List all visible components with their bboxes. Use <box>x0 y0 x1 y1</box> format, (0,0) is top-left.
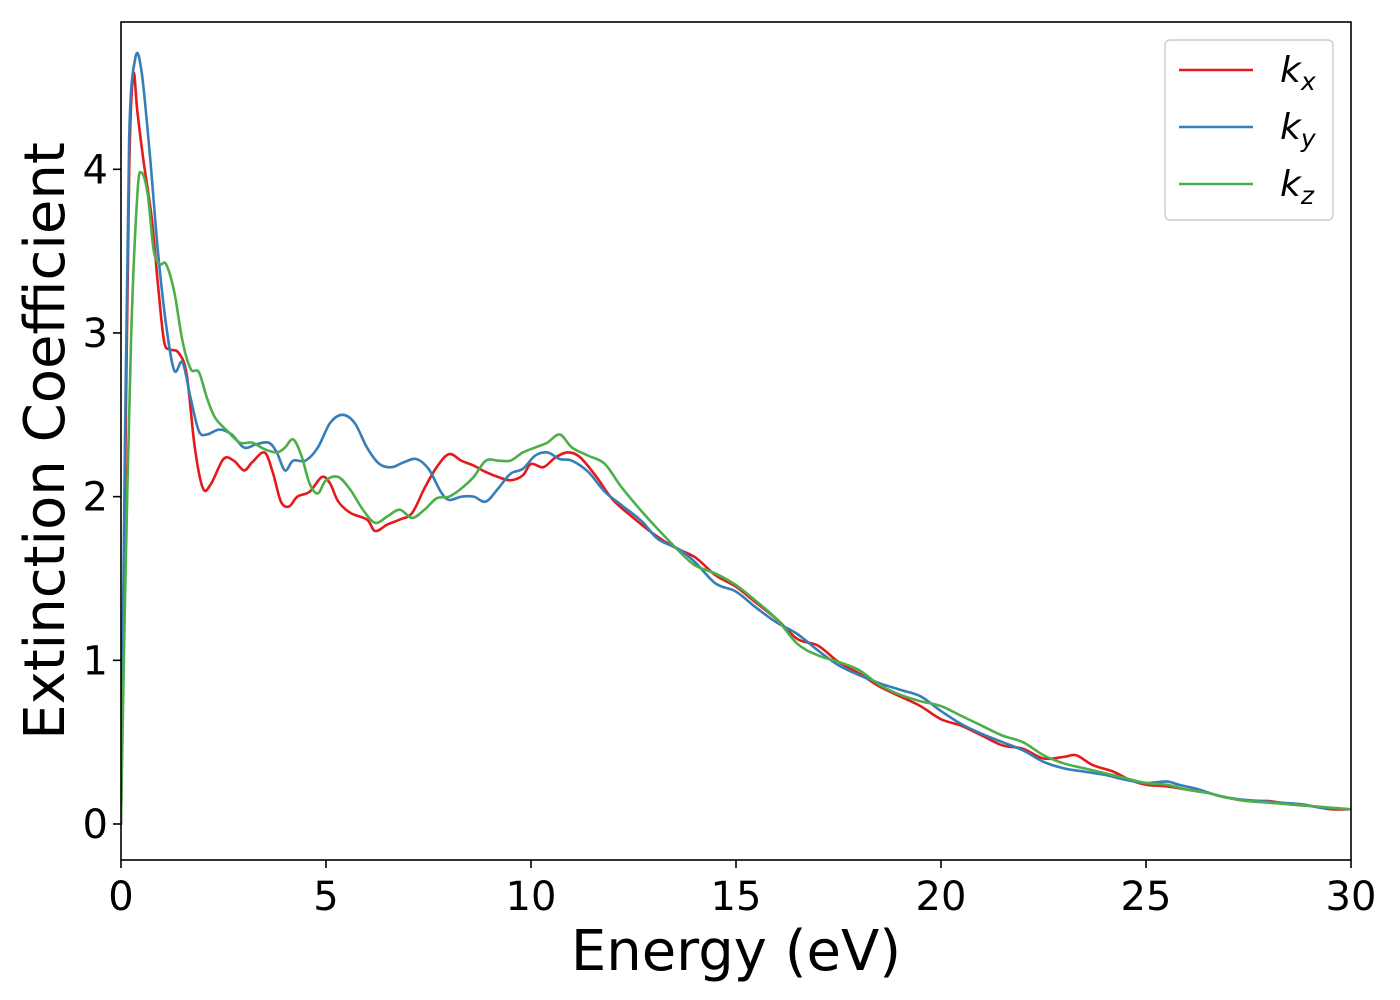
x-tick-label: 0 <box>108 874 133 920</box>
x-tick-label: 5 <box>313 874 338 920</box>
legend-label: ky <box>1280 107 1317 153</box>
axis-ticks: 0 5 10 15 20 25 30 0 1 2 3 4 <box>83 147 1377 920</box>
x-tick-label: 15 <box>711 874 762 920</box>
x-tick-label: 30 <box>1326 874 1377 920</box>
legend-label: kx <box>1280 50 1316 96</box>
series-line-k-x <box>121 71 1351 826</box>
series-line-k-y <box>121 51 1351 826</box>
x-tick-label: 25 <box>1121 874 1172 920</box>
legend: kx ky kz <box>1164 39 1334 221</box>
legend-label: kz <box>1280 164 1315 210</box>
x-tick-label: 20 <box>916 874 967 920</box>
x-tick-label: 10 <box>506 874 557 920</box>
series-lines <box>121 51 1351 826</box>
y-tick-label: 1 <box>83 638 108 684</box>
y-tick-label: 3 <box>83 311 108 357</box>
y-tick-label: 2 <box>83 475 108 521</box>
y-tick-label: 4 <box>83 147 108 193</box>
y-tick-label: 0 <box>83 802 108 848</box>
series-line-k-z <box>121 170 1351 826</box>
y-axis-title: Extinction Coefficient <box>13 142 78 740</box>
legend-box <box>1164 39 1334 221</box>
x-axis-title: Energy (eV) <box>571 919 901 984</box>
